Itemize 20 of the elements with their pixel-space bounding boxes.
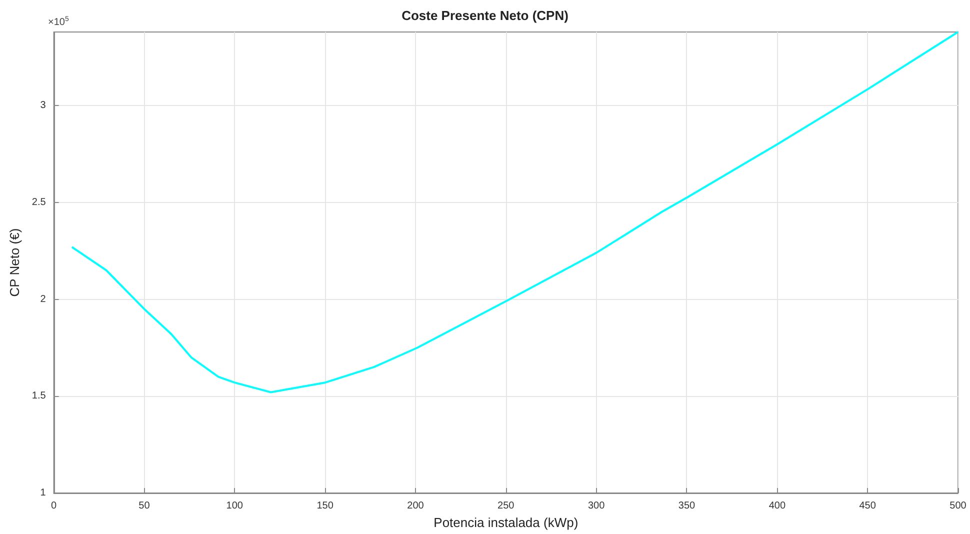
x-tick-label: 400 <box>768 500 786 512</box>
x-tick-label: 150 <box>316 500 334 512</box>
y-axis-title: CP Neto (€) <box>7 228 22 297</box>
x-tick-label: 100 <box>226 500 244 512</box>
x-tick-label: 450 <box>859 500 876 512</box>
y-tick-label: 3 <box>40 100 46 112</box>
x-tick-label: 300 <box>588 500 606 512</box>
y-tick-label: 2 <box>40 294 46 305</box>
x-tick-label: 50 <box>138 500 150 512</box>
x-tick-label: 250 <box>498 500 515 512</box>
line-series <box>70 31 959 394</box>
y-tick-label: 1 <box>40 488 46 498</box>
x-tick-label: 500 <box>950 500 967 512</box>
x-tick-label: 200 <box>407 500 424 512</box>
y-tick-label: 1.5 <box>32 390 46 402</box>
y-tick-label: 2.5 <box>32 196 46 208</box>
x-axis-title: Potencia instalada (kWp) <box>434 514 578 530</box>
chart-title: Coste Presente Neto (CPN) <box>402 8 568 23</box>
x-tick-label: 350 <box>678 500 696 512</box>
x-tick-label: 0 <box>51 500 58 512</box>
